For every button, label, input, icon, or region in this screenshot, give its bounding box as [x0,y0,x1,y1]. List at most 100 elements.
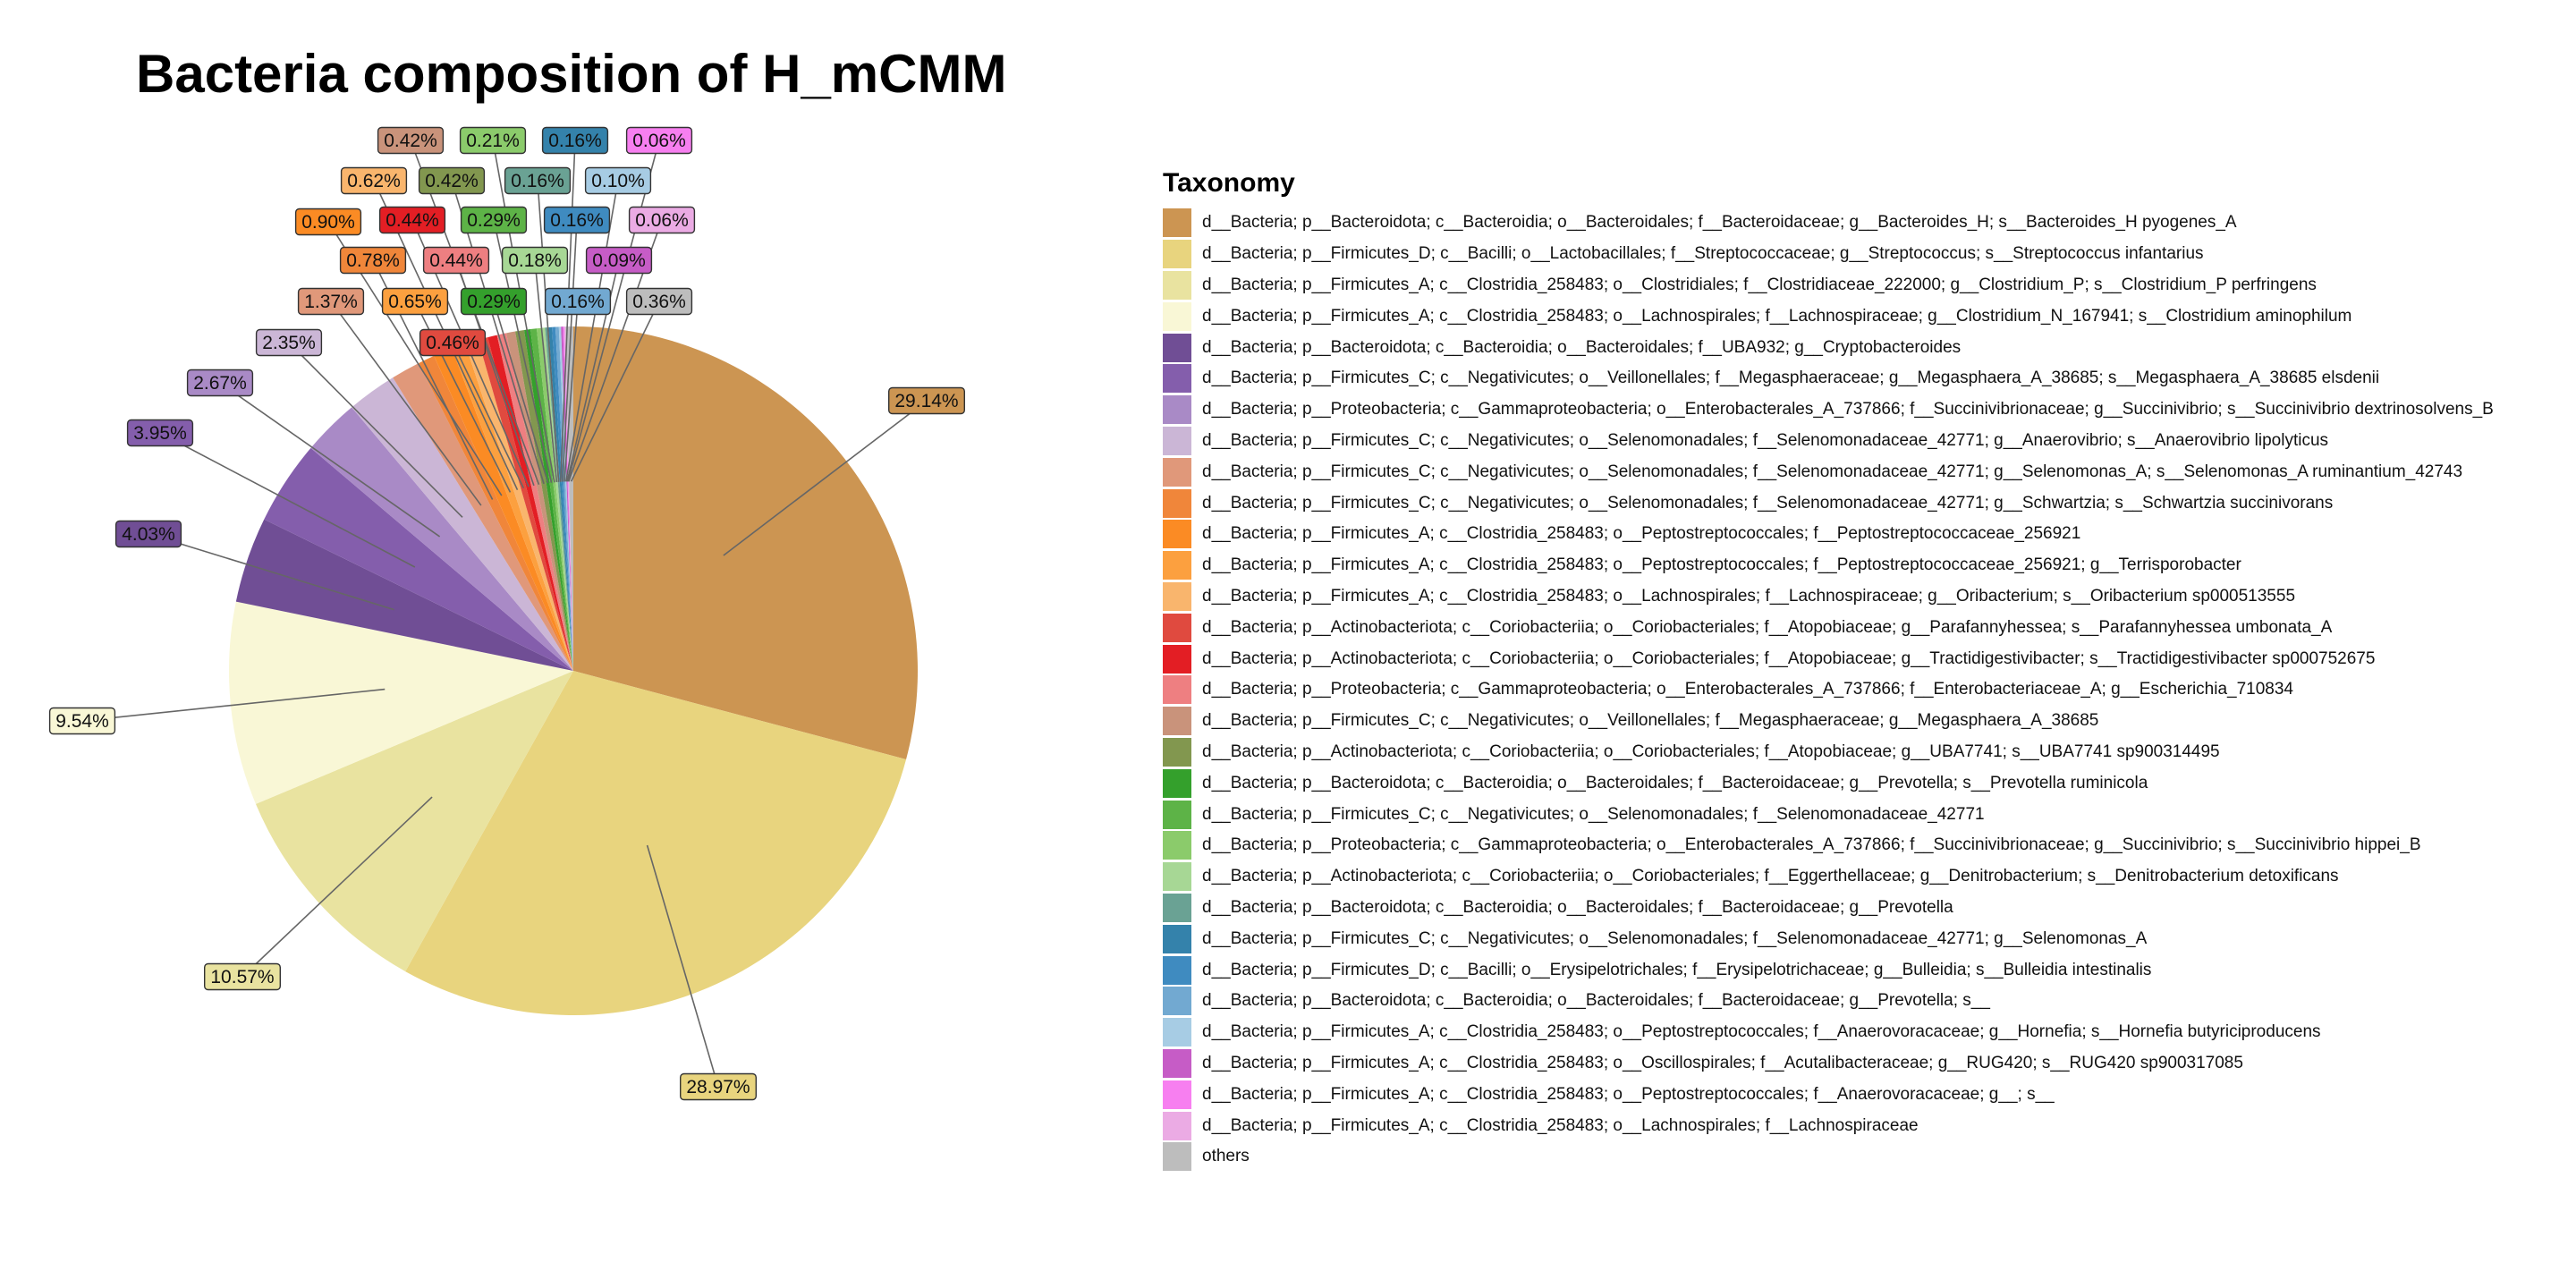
pie-slice [545,327,573,671]
legend-swatch [1163,675,1191,705]
pie-slice [515,329,573,671]
pie-slice [235,519,573,671]
legend-label: d__Bacteria; p__Proteobacteria; c__Gamma… [1202,835,2421,855]
slice-label-text: 0.36% [632,292,686,312]
slice-label-text: 0.65% [388,292,442,312]
slice-label-text: 0.18% [508,250,562,271]
legend-item: d__Bacteria; p__Firmicutes_C; c__Negativ… [1163,363,2494,394]
slice-label: 0.42% [418,166,486,195]
legend-label: d__Bacteria; p__Actinobacteriota; c__Cor… [1202,867,2339,886]
pie-slice [555,326,573,671]
slice-label-text: 2.67% [193,373,247,394]
label-leader-line [81,688,386,722]
slice-label: 0.78% [339,246,407,275]
slice-label-text: 0.16% [511,171,564,191]
slice-label-text: 0.44% [386,210,439,231]
slice-label: 0.10% [584,166,652,195]
legend-item: d__Bacteria; p__Firmicutes_C; c__Negativ… [1163,706,2494,737]
label-leaders [81,140,928,1088]
legend-item: d__Bacteria; p__Firmicutes_C; c__Negativ… [1163,799,2494,830]
legend-item: d__Bacteria; p__Bacteroidota; c__Bactero… [1163,767,2494,799]
legend-label: d__Bacteria; p__Firmicutes_A; c__Clostri… [1202,524,2081,544]
chart-title: Bacteria composition of H_mCMM [136,44,1007,104]
pie-slice [434,348,573,671]
slice-label-box [186,369,254,397]
pie-slice [255,671,573,972]
legend-swatch [1163,707,1191,736]
label-leader-line [534,259,558,483]
legend-item: d__Bacteria; p__Firmicutes_D; c__Bacilli… [1163,239,2494,270]
legend-swatch [1163,1142,1191,1172]
slice-label-box [340,166,408,195]
slice-label-text: 0.29% [467,210,521,231]
legend-item: d__Bacteria; p__Firmicutes_A; c__Clostri… [1163,301,2494,332]
legend-swatch [1163,270,1191,300]
legend-item: d__Bacteria; p__Bacteroidota; c__Bactero… [1163,332,2494,363]
slice-label-box [501,246,569,275]
legend-swatch [1163,395,1191,425]
label-leader-line [564,301,579,482]
legend-swatch [1163,520,1191,549]
slice-label: 28.97% [680,1072,758,1101]
legend-label: d__Bacteria; p__Firmicutes_A; c__Clostri… [1202,1022,2321,1042]
legend-item: d__Bacteria; p__Firmicutes_A; c__Clostri… [1163,270,2494,301]
legend-label: d__Bacteria; p__Bacteroidota; c__Bactero… [1202,337,1962,357]
legend-item: d__Bacteria; p__Firmicutes_C; c__Negativ… [1163,456,2494,487]
slice-label-box [541,126,609,155]
legend-label: d__Bacteria; p__Proteobacteria; c__Gamma… [1202,400,2494,419]
legend-swatch [1163,208,1191,238]
legend-swatch [1163,581,1191,611]
pie-slice [452,343,573,671]
slice-label-text: 0.16% [550,210,604,231]
pie-slice [573,326,919,760]
legend-label: others [1202,1147,1250,1166]
slice-label: 0.46% [419,328,487,357]
slice-label: 3.95% [126,419,194,447]
slice-label-text: 0.78% [346,250,400,271]
slice-label-box [378,206,446,234]
legend-swatch [1163,457,1191,487]
slice-label: 0.29% [460,287,528,316]
legend-label: d__Bacteria; p__Firmicutes_C; c__Negativ… [1202,804,1985,824]
legend-swatch [1163,862,1191,892]
slice-label-text: 0.09% [592,250,646,271]
slice-label-box [48,707,116,735]
slice-label: 4.03% [114,520,182,548]
pie-slice [264,447,573,671]
legend-item: d__Bacteria; p__Proteobacteria; c__Gamma… [1163,394,2494,426]
pie-slice [419,355,573,671]
legend-swatch [1163,924,1191,953]
legend-swatch [1163,737,1191,767]
label-leader-line [219,382,441,538]
legend-swatch [1163,893,1191,922]
slice-label-text: 0.42% [384,131,437,151]
legend-label: d__Bacteria; p__Bacteroidota; c__Bactero… [1202,897,1953,917]
legend-label: d__Bacteria; p__Firmicutes_A; c__Clostri… [1202,586,2296,606]
slice-label-text: 3.95% [133,423,187,444]
legend-item: d__Bacteria; p__Firmicutes_C; c__Negativ… [1163,426,2494,457]
slice-label: 0.36% [625,287,693,316]
legend-label: d__Bacteria; p__Actinobacteriota; c__Cor… [1202,617,2333,637]
slice-label-box [339,246,407,275]
legend-swatch [1163,1048,1191,1078]
legend-item: d__Bacteria; p__Firmicutes_C; c__Negativ… [1163,923,2494,954]
legend-label: d__Bacteria; p__Firmicutes_A; c__Clostri… [1202,1084,2055,1104]
legend-swatch [1163,364,1191,394]
slice-label: 1.37% [297,287,365,316]
legend-label: d__Bacteria; p__Firmicutes_C; c__Negativ… [1202,369,2380,388]
legend-label: d__Bacteria; p__Bacteroidota; c__Bactero… [1202,773,2148,792]
slice-label: 0.16% [504,166,572,195]
slice-label-text: 0.44% [429,250,483,271]
label-leader-line [723,400,928,556]
legend-swatch [1163,613,1191,642]
legend-label: d__Bacteria; p__Firmicutes_D; c__Bacilli… [1202,244,2204,264]
legend-swatch [1163,987,1191,1016]
label-leader-line [570,301,660,482]
pie-slice [565,326,573,671]
legend-label: d__Bacteria; p__Firmicutes_C; c__Negativ… [1202,462,2463,481]
legend-label: d__Bacteria; p__Actinobacteriota; c__Cor… [1202,648,2376,668]
slice-label-text: 28.97% [686,1077,750,1097]
label-leader-line [148,533,394,611]
legend-label: d__Bacteria; p__Firmicutes_A; c__Clostri… [1202,275,2317,294]
legend-swatch [1163,240,1191,269]
